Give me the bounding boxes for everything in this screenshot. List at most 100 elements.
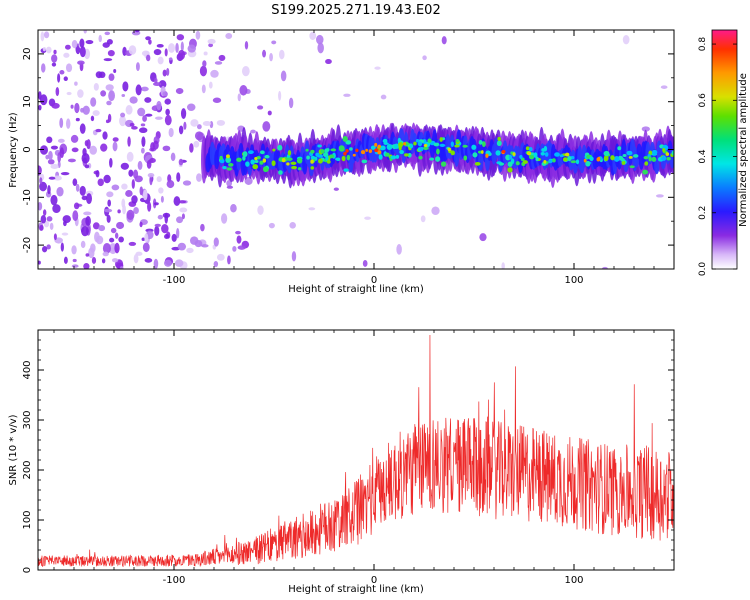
band-speck xyxy=(361,159,368,164)
noise-blob xyxy=(269,52,273,62)
band-speck xyxy=(610,155,615,161)
noise-blob xyxy=(121,183,128,190)
band-speck xyxy=(346,154,351,161)
noise-blob xyxy=(128,169,134,177)
noise-blob xyxy=(80,240,86,249)
noise-blob xyxy=(137,107,146,117)
noise-blob xyxy=(38,104,42,111)
noise-blob xyxy=(201,84,206,94)
noise-blob xyxy=(81,153,90,164)
band-speck xyxy=(671,150,674,156)
noise-blob xyxy=(50,194,58,206)
noise-blob xyxy=(114,232,119,239)
band-hotspot xyxy=(374,142,378,147)
band-speck xyxy=(250,159,255,165)
noise-blob xyxy=(137,160,143,170)
noise-blob xyxy=(74,81,78,86)
noise-blob xyxy=(90,115,95,122)
noise-blob xyxy=(362,260,368,267)
noise-blob xyxy=(156,176,162,183)
noise-blob xyxy=(93,82,99,91)
band-speck xyxy=(589,156,594,162)
noise-blob xyxy=(289,222,296,229)
band-hotspot xyxy=(281,157,286,163)
noise-blob xyxy=(77,60,85,65)
noise-blob xyxy=(164,98,172,105)
spectrogram-x-tick-label: 100 xyxy=(564,275,583,286)
band-speck xyxy=(399,150,404,155)
band-speck xyxy=(383,142,389,145)
noise-blob xyxy=(180,41,184,52)
spectrogram-y-tick-label: 0 xyxy=(22,146,33,152)
noise-blob xyxy=(75,117,80,122)
noise-blob xyxy=(200,223,205,232)
noise-blob xyxy=(147,201,152,212)
colorbar-gradient xyxy=(711,29,738,270)
band-speck xyxy=(626,150,633,156)
spectrogram-y-tick-label: 20 xyxy=(22,48,33,61)
band-speck xyxy=(277,144,283,151)
noise-blob xyxy=(38,260,41,265)
band-speck xyxy=(318,158,323,164)
noise-blob xyxy=(262,121,271,132)
noise-blob xyxy=(161,223,169,234)
band-speck xyxy=(297,167,302,171)
noise-blob xyxy=(73,202,80,210)
band-speck xyxy=(440,161,447,167)
noise-blob xyxy=(182,180,192,186)
noise-blob xyxy=(71,264,79,268)
noise-blob xyxy=(53,49,57,55)
noise-blob xyxy=(218,54,226,62)
noise-blob xyxy=(109,237,115,243)
noise-blob xyxy=(53,233,57,241)
colorbar: 0.0 0.2 0.4 0.6 0.8 Normalized spectral ampl… xyxy=(698,29,749,277)
noise-blob xyxy=(164,114,172,126)
band-speck xyxy=(393,143,400,149)
noise-blob xyxy=(212,97,222,103)
band-speck xyxy=(222,165,227,170)
band-speck xyxy=(613,156,620,162)
band-speck xyxy=(644,161,649,166)
band-speck xyxy=(278,170,283,175)
band-speck xyxy=(454,144,460,148)
noise-blob xyxy=(43,31,50,39)
noise-blob xyxy=(47,159,55,165)
band-hotspot xyxy=(447,147,452,152)
band-hotspot xyxy=(343,151,347,156)
colorbar-tick-label: 0.6 xyxy=(698,93,708,108)
noise-blob xyxy=(63,220,67,227)
noise-blob xyxy=(202,121,211,127)
band-hotspot xyxy=(286,162,290,166)
band-hotspot xyxy=(262,158,267,163)
snr-y-tick-label: 0 xyxy=(22,567,33,573)
noise-blob xyxy=(131,126,138,130)
noise-blob xyxy=(119,266,124,269)
colorbar-tick-label: 0.4 xyxy=(698,149,708,164)
noise-blob xyxy=(162,145,171,152)
band-speck xyxy=(418,155,423,160)
noise-blob xyxy=(131,195,138,204)
noise-blob xyxy=(55,87,60,97)
noise-blob xyxy=(59,147,65,159)
noise-blob xyxy=(70,104,74,109)
noise-blob xyxy=(225,33,233,39)
noise-blob xyxy=(655,194,664,198)
snr-x-tick-label: 0 xyxy=(371,575,377,586)
noise-blob xyxy=(166,180,175,189)
noise-blob xyxy=(141,136,146,148)
band-speck xyxy=(310,149,315,154)
noise-blob xyxy=(203,51,208,56)
colorbar-tick-label: 0.0 xyxy=(698,262,708,277)
noise-blob xyxy=(81,195,88,201)
band-speck xyxy=(310,155,316,160)
noise-blob xyxy=(190,119,199,127)
noise-blob xyxy=(146,160,152,169)
noise-blob xyxy=(262,49,266,58)
band-hotspot xyxy=(377,150,382,155)
noise-blob xyxy=(241,65,250,77)
band-hotspot xyxy=(360,150,366,155)
snr-y-ticks: 0 100 200 300 400 xyxy=(22,329,674,573)
noise-blob xyxy=(196,124,202,130)
noise-blob xyxy=(80,107,85,113)
noise-blob xyxy=(110,227,117,234)
